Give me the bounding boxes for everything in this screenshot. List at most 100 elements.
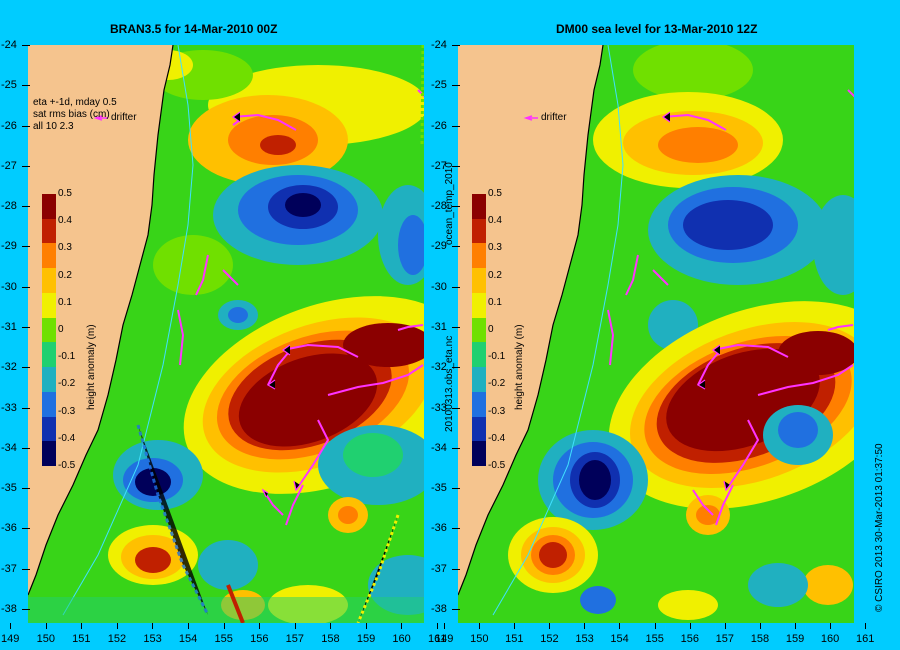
colorbar-swatch xyxy=(42,391,56,418)
y-tick-mark xyxy=(22,246,30,248)
colorbar-swatch xyxy=(472,441,486,467)
land-mass xyxy=(28,45,173,595)
left-map-canvas xyxy=(28,45,424,623)
x-tick-mark xyxy=(549,623,551,629)
y-tick-label: -36 xyxy=(431,522,447,535)
colorbar-tick-label: -0.5 xyxy=(488,460,506,471)
left-colorbar-title: height anomaly (m) xyxy=(86,324,97,410)
y-tick-label: -38 xyxy=(1,603,17,615)
y-tick-label: -38 xyxy=(431,603,447,615)
y-tick-label: -28 xyxy=(431,200,447,213)
colorbar-swatch xyxy=(42,292,56,319)
y-tick-label: -34 xyxy=(431,441,447,454)
colorbar-swatch xyxy=(42,243,56,269)
x-tick-mark xyxy=(81,623,83,629)
x-tick-mark xyxy=(437,623,438,629)
colorbar-tick-label: -0.5 xyxy=(58,460,76,471)
x-tick-label: 157 xyxy=(715,633,735,645)
colorbar-tick-label: 0 xyxy=(58,324,64,335)
y-tick-mark xyxy=(22,447,30,449)
colorbar-tick-label: -0.4 xyxy=(488,432,506,444)
y-tick-label: -30 xyxy=(1,280,17,293)
y-tick-mark xyxy=(452,165,460,167)
y-tick-label: -24 xyxy=(431,39,447,51)
x-tick-label: 154 xyxy=(178,633,198,645)
colorbar-swatch xyxy=(472,243,486,269)
colorbar-tick-label: 0.3 xyxy=(488,242,502,254)
y-tick-mark xyxy=(452,206,460,208)
land-mass xyxy=(458,45,603,595)
x-tick-mark xyxy=(259,623,261,629)
colorbar-tick-label: -0.3 xyxy=(488,405,506,417)
x-tick-mark xyxy=(401,623,403,629)
x-tick-mark xyxy=(689,623,691,629)
x-tick-label: 157 xyxy=(285,633,305,645)
y-tick-mark xyxy=(452,609,460,610)
x-tick-mark xyxy=(759,623,761,629)
note-line-1: eta +-1d, mday 0.5 xyxy=(33,97,117,108)
colorbar-tick-label: 0.2 xyxy=(58,269,72,281)
x-tick-mark xyxy=(152,623,154,629)
y-tick-label: -25 xyxy=(1,79,17,92)
colorbar-tick-label: -0.4 xyxy=(58,432,76,444)
y-tick-mark xyxy=(452,85,460,87)
x-tick-mark xyxy=(619,623,621,629)
right-colorbar-title: height anomaly (m) xyxy=(514,324,525,410)
x-tick-label: 159 xyxy=(785,633,805,645)
x-tick-label: 150 xyxy=(36,633,55,645)
colorbar-swatch xyxy=(472,342,486,368)
colorbar-swatch xyxy=(42,218,56,244)
y-tick-label: -31 xyxy=(431,321,447,333)
y-tick-mark xyxy=(452,246,460,248)
colorbar-swatch xyxy=(42,342,56,368)
x-tick-mark xyxy=(584,623,586,629)
x-tick-label: 152 xyxy=(107,633,127,645)
y-tick-mark xyxy=(22,286,30,288)
middle-bottom-label: 20100313.obs_eta.nc xyxy=(444,335,455,432)
colorbar-tick-label: -0.2 xyxy=(58,378,76,390)
y-tick-label: -31 xyxy=(1,321,17,333)
colorbar-tick-label: 0.5 xyxy=(58,188,72,199)
left-panel-title: BRAN3.5 for 14-Mar-2010 00Z xyxy=(110,22,278,36)
y-tick-label: -37 xyxy=(431,562,447,575)
colorbar-tick-label: 0.3 xyxy=(58,242,72,254)
right-drifter-legend: drifter xyxy=(541,112,567,123)
x-tick-mark xyxy=(514,623,516,629)
x-tick-mark xyxy=(365,623,367,629)
colorbar-tick-label: -0.3 xyxy=(58,405,76,417)
y-tick-label: -36 xyxy=(1,522,17,535)
y-tick-mark xyxy=(452,327,460,328)
left-colorbar-labels: 0.5 0.4 0.3 0.2 0.1 0 -0.1 -0.2 -0.3 -0.4 -0.5 xyxy=(58,189,98,471)
y-tick-mark xyxy=(452,286,460,288)
x-tick-label: 154 xyxy=(610,633,629,645)
x-tick-mark xyxy=(829,623,831,629)
x-tick-label: 158 xyxy=(321,633,340,645)
y-tick-label: -33 xyxy=(1,401,17,414)
y-tick-label: -32 xyxy=(431,361,447,374)
y-tick-mark xyxy=(452,407,460,409)
x-tick-mark xyxy=(444,623,445,629)
colorbar-swatch xyxy=(472,194,486,220)
y-tick-mark xyxy=(452,488,460,490)
x-tick-label: 155 xyxy=(214,633,233,645)
y-tick-mark xyxy=(452,125,460,127)
y-tick-label: -33 xyxy=(431,401,447,414)
colorbar-tick-label: -0.1 xyxy=(58,351,76,363)
colorbar-tick-label: -0.2 xyxy=(488,378,506,390)
colorbar-tick-label: 0.4 xyxy=(488,215,502,227)
x-tick-label: 149 xyxy=(1,633,20,645)
note-line-2: sat rms bias (cm) xyxy=(33,109,110,120)
y-tick-label: -26 xyxy=(431,119,447,132)
y-tick-label: -27 xyxy=(431,159,447,172)
x-tick-mark xyxy=(116,623,118,629)
y-tick-mark xyxy=(22,327,30,328)
y-tick-label: -24 xyxy=(1,39,17,51)
y-tick-mark xyxy=(22,206,30,208)
y-tick-mark xyxy=(22,45,30,46)
x-tick-mark xyxy=(330,623,332,629)
y-tick-mark xyxy=(452,367,460,369)
y-tick-mark xyxy=(22,407,30,409)
right-colorbar xyxy=(472,194,486,467)
colorbar-swatch xyxy=(472,416,486,442)
left-drifter-legend: drifter xyxy=(111,112,137,123)
